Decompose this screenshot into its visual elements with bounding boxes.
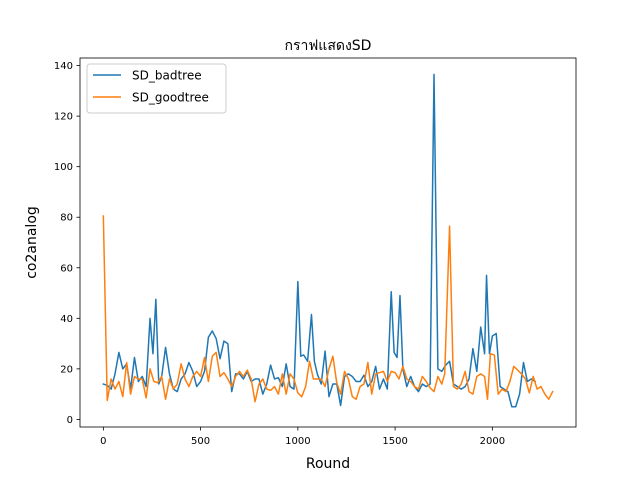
x-tick-label: 1000	[285, 436, 310, 447]
legend-label: SD_badtree	[132, 69, 202, 83]
y-tick-label: 0	[67, 415, 73, 426]
plot-area	[79, 57, 577, 428]
legend-frame	[86, 63, 227, 114]
y-axis-label: co2analog	[24, 206, 40, 279]
plot-frame	[79, 57, 577, 428]
x-axis: 0 500 1000 1500 2000	[100, 427, 505, 447]
legend: SD_badtree SD_goodtree	[86, 63, 227, 114]
series-line-SD_goodtree	[102, 215, 554, 403]
y-tick-label: 40	[60, 314, 73, 325]
x-tick-label: 0	[100, 436, 106, 447]
y-tick-label: 140	[54, 61, 73, 72]
y-axis: 0 20 40 60 80 100 120 140	[54, 61, 80, 426]
legend-label: SD_goodtree	[132, 91, 209, 105]
y-tick-label: 20	[60, 364, 73, 375]
y-tick-label: 60	[60, 263, 73, 274]
x-tick-label: 2000	[480, 436, 505, 447]
chart-title: กราฟแสดงSD	[285, 38, 372, 54]
y-tick-label: 80	[60, 213, 73, 224]
y-tick-label: 100	[54, 162, 73, 173]
x-tick-label: 1500	[382, 436, 407, 447]
series-layer	[102, 73, 554, 408]
y-tick-label: 120	[54, 112, 73, 123]
x-axis-label: Round	[306, 456, 350, 472]
x-tick-label: 500	[191, 436, 210, 447]
